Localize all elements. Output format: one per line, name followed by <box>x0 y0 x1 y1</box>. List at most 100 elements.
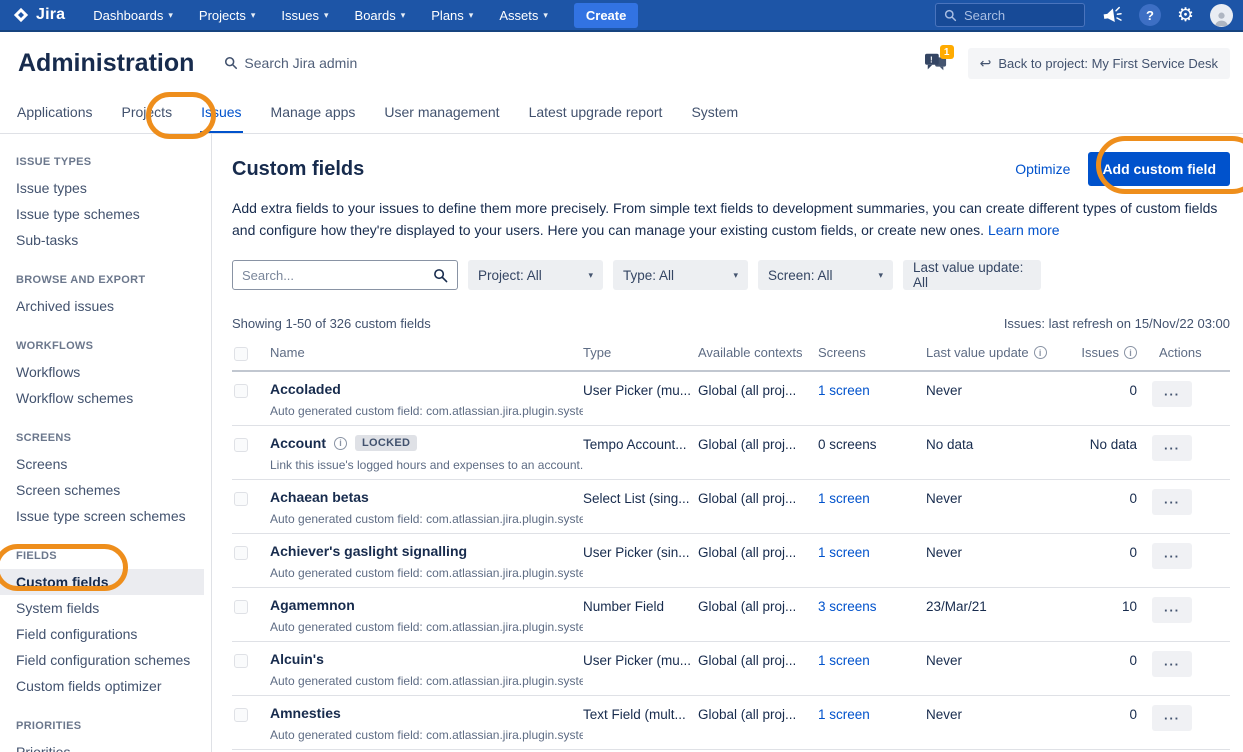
sidebar-item-custom-fields[interactable]: Custom fields <box>0 569 204 595</box>
row-actions-button[interactable]: ··· <box>1152 543 1192 570</box>
column-header-type: Type <box>583 345 698 360</box>
info-icon[interactable] <box>1124 346 1137 360</box>
row-actions-button[interactable]: ··· <box>1152 597 1192 624</box>
select-all-checkbox[interactable] <box>234 347 248 362</box>
page-description: Add extra fields to your issues to defin… <box>232 198 1228 241</box>
sidebar-item-issue-type-screen-schemes[interactable]: Issue type screen schemes <box>16 508 186 524</box>
sidebar-item-issue-type-schemes[interactable]: Issue type schemes <box>16 206 140 222</box>
tab-projects[interactable]: Projects <box>121 104 173 120</box>
optimize-link[interactable]: Optimize <box>1015 161 1071 177</box>
tab-system[interactable]: System <box>691 104 739 120</box>
column-header-label: Available contexts <box>698 345 803 361</box>
row-actions-button[interactable]: ··· <box>1152 435 1192 462</box>
column-header-available-contexts: Available contexts <box>698 345 818 360</box>
admin-search[interactable] <box>224 55 923 71</box>
row-checkbox[interactable] <box>234 492 248 507</box>
screens-link[interactable]: 1 screen <box>818 545 870 561</box>
field-name-link[interactable]: Amnesties <box>270 705 341 722</box>
sidebar-section-title: FIELDS <box>16 550 57 562</box>
global-search[interactable] <box>934 3 1085 27</box>
row-actions-button[interactable]: ··· <box>1152 489 1192 516</box>
sidebar-item-field-configurations[interactable]: Field configurations <box>16 626 138 642</box>
field-name-link[interactable]: Accoladed <box>270 381 341 398</box>
nav-item-label: Issues <box>281 7 319 23</box>
screens-link[interactable]: 1 screen <box>818 653 870 669</box>
sidebar-item-workflow-schemes[interactable]: Workflow schemes <box>16 390 134 406</box>
sidebar-item-field-configuration-schemes[interactable]: Field configuration schemes <box>16 652 191 668</box>
avatar[interactable] <box>1210 3 1233 27</box>
field-name-link[interactable]: Achiever's gaslight signalling <box>270 543 468 560</box>
row-checkbox[interactable] <box>234 384 248 399</box>
filter-dropdown-project-all[interactable]: Project: All ▾ <box>468 260 603 291</box>
add-custom-field-button[interactable]: Add custom field <box>1088 152 1230 186</box>
global-search-input[interactable] <box>963 7 1074 23</box>
row-checkbox[interactable] <box>234 654 248 669</box>
sidebar-item-system-fields[interactable]: System fields <box>16 600 100 616</box>
filter-dropdown-screen-all[interactable]: Screen: All ▾ <box>758 260 893 291</box>
screens-link[interactable]: 1 screen <box>818 383 870 399</box>
row-actions-button[interactable]: ··· <box>1152 651 1192 678</box>
screens-link[interactable]: 3 screens <box>818 599 877 615</box>
row-checkbox[interactable] <box>234 600 248 615</box>
screens-link[interactable]: 1 screen <box>818 707 870 723</box>
info-icon[interactable] <box>1033 346 1047 360</box>
sidebar-item-issue-types[interactable]: Issue types <box>16 180 87 196</box>
field-name-link[interactable]: Achaean betas <box>270 489 369 506</box>
info-icon[interactable] <box>334 436 347 450</box>
nav-item-issues[interactable]: Issues ▾ <box>281 8 328 23</box>
field-name-link[interactable]: Agamemnon <box>270 597 355 614</box>
nav-item-projects[interactable]: Projects ▾ <box>199 8 256 23</box>
sidebar-item-archived-issues[interactable]: Archived issues <box>16 298 115 314</box>
actions-cell: ··· <box>1140 381 1230 418</box>
actions-cell: ··· <box>1140 435 1230 472</box>
sidebar-item-screen-schemes[interactable]: Screen schemes <box>16 482 121 498</box>
field-name-link[interactable]: Account <box>270 435 326 452</box>
table-search[interactable] <box>232 260 458 291</box>
row-checkbox[interactable] <box>234 708 248 723</box>
table-search-input[interactable] <box>242 267 433 283</box>
tab-applications[interactable]: Applications <box>17 104 93 120</box>
nav-item-dashboards[interactable]: Dashboards ▾ <box>93 8 173 23</box>
column-header-label: Last value update <box>926 345 1029 361</box>
nav-item-assets[interactable]: Assets ▾ <box>499 8 548 23</box>
notifications-icon[interactable]: ! 1 <box>924 45 954 75</box>
type-cell: Text Field (mult... <box>583 707 686 723</box>
screens-cell: 1 screen <box>818 489 926 526</box>
filter-dropdown-type-all[interactable]: Type: All ▾ <box>613 260 748 291</box>
field-name-link[interactable]: Alcuin's <box>270 651 324 668</box>
admin-header: Administration ! 1 ↩ Back to project: My… <box>0 32 1243 94</box>
learn-more-link[interactable]: Learn more <box>987 221 1060 238</box>
tab-manage-apps[interactable]: Manage apps <box>270 104 356 120</box>
row-checkbox[interactable] <box>234 438 248 453</box>
row-checkbox[interactable] <box>234 546 248 561</box>
admin-tabbar: Applications Projects Issues Manage apps Use… <box>0 94 1243 134</box>
sidebar-section-title: WORKFLOWS <box>16 340 94 352</box>
screens-link[interactable]: 1 screen <box>818 491 870 507</box>
gear-icon[interactable]: ⚙ <box>1176 4 1194 26</box>
screens-cell: 1 screen <box>818 543 926 580</box>
name-cell: Alcuin's Auto generated custom field: com… <box>270 651 583 688</box>
row-actions-button[interactable]: ··· <box>1152 705 1192 732</box>
back-to-project-button[interactable]: ↩ Back to project: My First Service Desk <box>967 47 1230 79</box>
sidebar-item-workflows[interactable]: Workflows <box>16 364 81 380</box>
sidebar-item-custom-fields-optimizer[interactable]: Custom fields optimizer <box>16 678 162 694</box>
name-line: Alcuin's <box>270 651 583 667</box>
nav-item-plans[interactable]: Plans ▾ <box>431 8 473 23</box>
sidebar-item-sub-tasks[interactable]: Sub-tasks <box>16 232 79 248</box>
tab-issues[interactable]: Issues <box>200 94 243 133</box>
admin-search-input[interactable] <box>244 55 465 71</box>
tab-user-management[interactable]: User management <box>384 104 500 120</box>
tab-latest-upgrade-report[interactable]: Latest upgrade report <box>528 104 663 120</box>
row-actions-button[interactable]: ··· <box>1152 381 1192 408</box>
help-icon[interactable]: ? <box>1138 4 1161 26</box>
filter-dropdown-last-value-update-all[interactable]: Last value update: All <box>903 260 1041 291</box>
sidebar-item-priorities[interactable]: Priorities <box>16 744 71 752</box>
contexts-cell: Global (all proj... <box>698 491 797 507</box>
announcement-icon[interactable] <box>1100 4 1125 27</box>
name-cell: Achaean betas Auto generated custom field… <box>270 489 583 526</box>
main-top-right: Optimize Add custom field <box>1015 152 1230 186</box>
nav-item-boards[interactable]: Boards ▾ <box>355 8 406 23</box>
sidebar-item-screens[interactable]: Screens <box>16 456 68 472</box>
create-button[interactable]: Create <box>573 2 639 28</box>
jira-brand[interactable]: Jira <box>12 6 65 24</box>
